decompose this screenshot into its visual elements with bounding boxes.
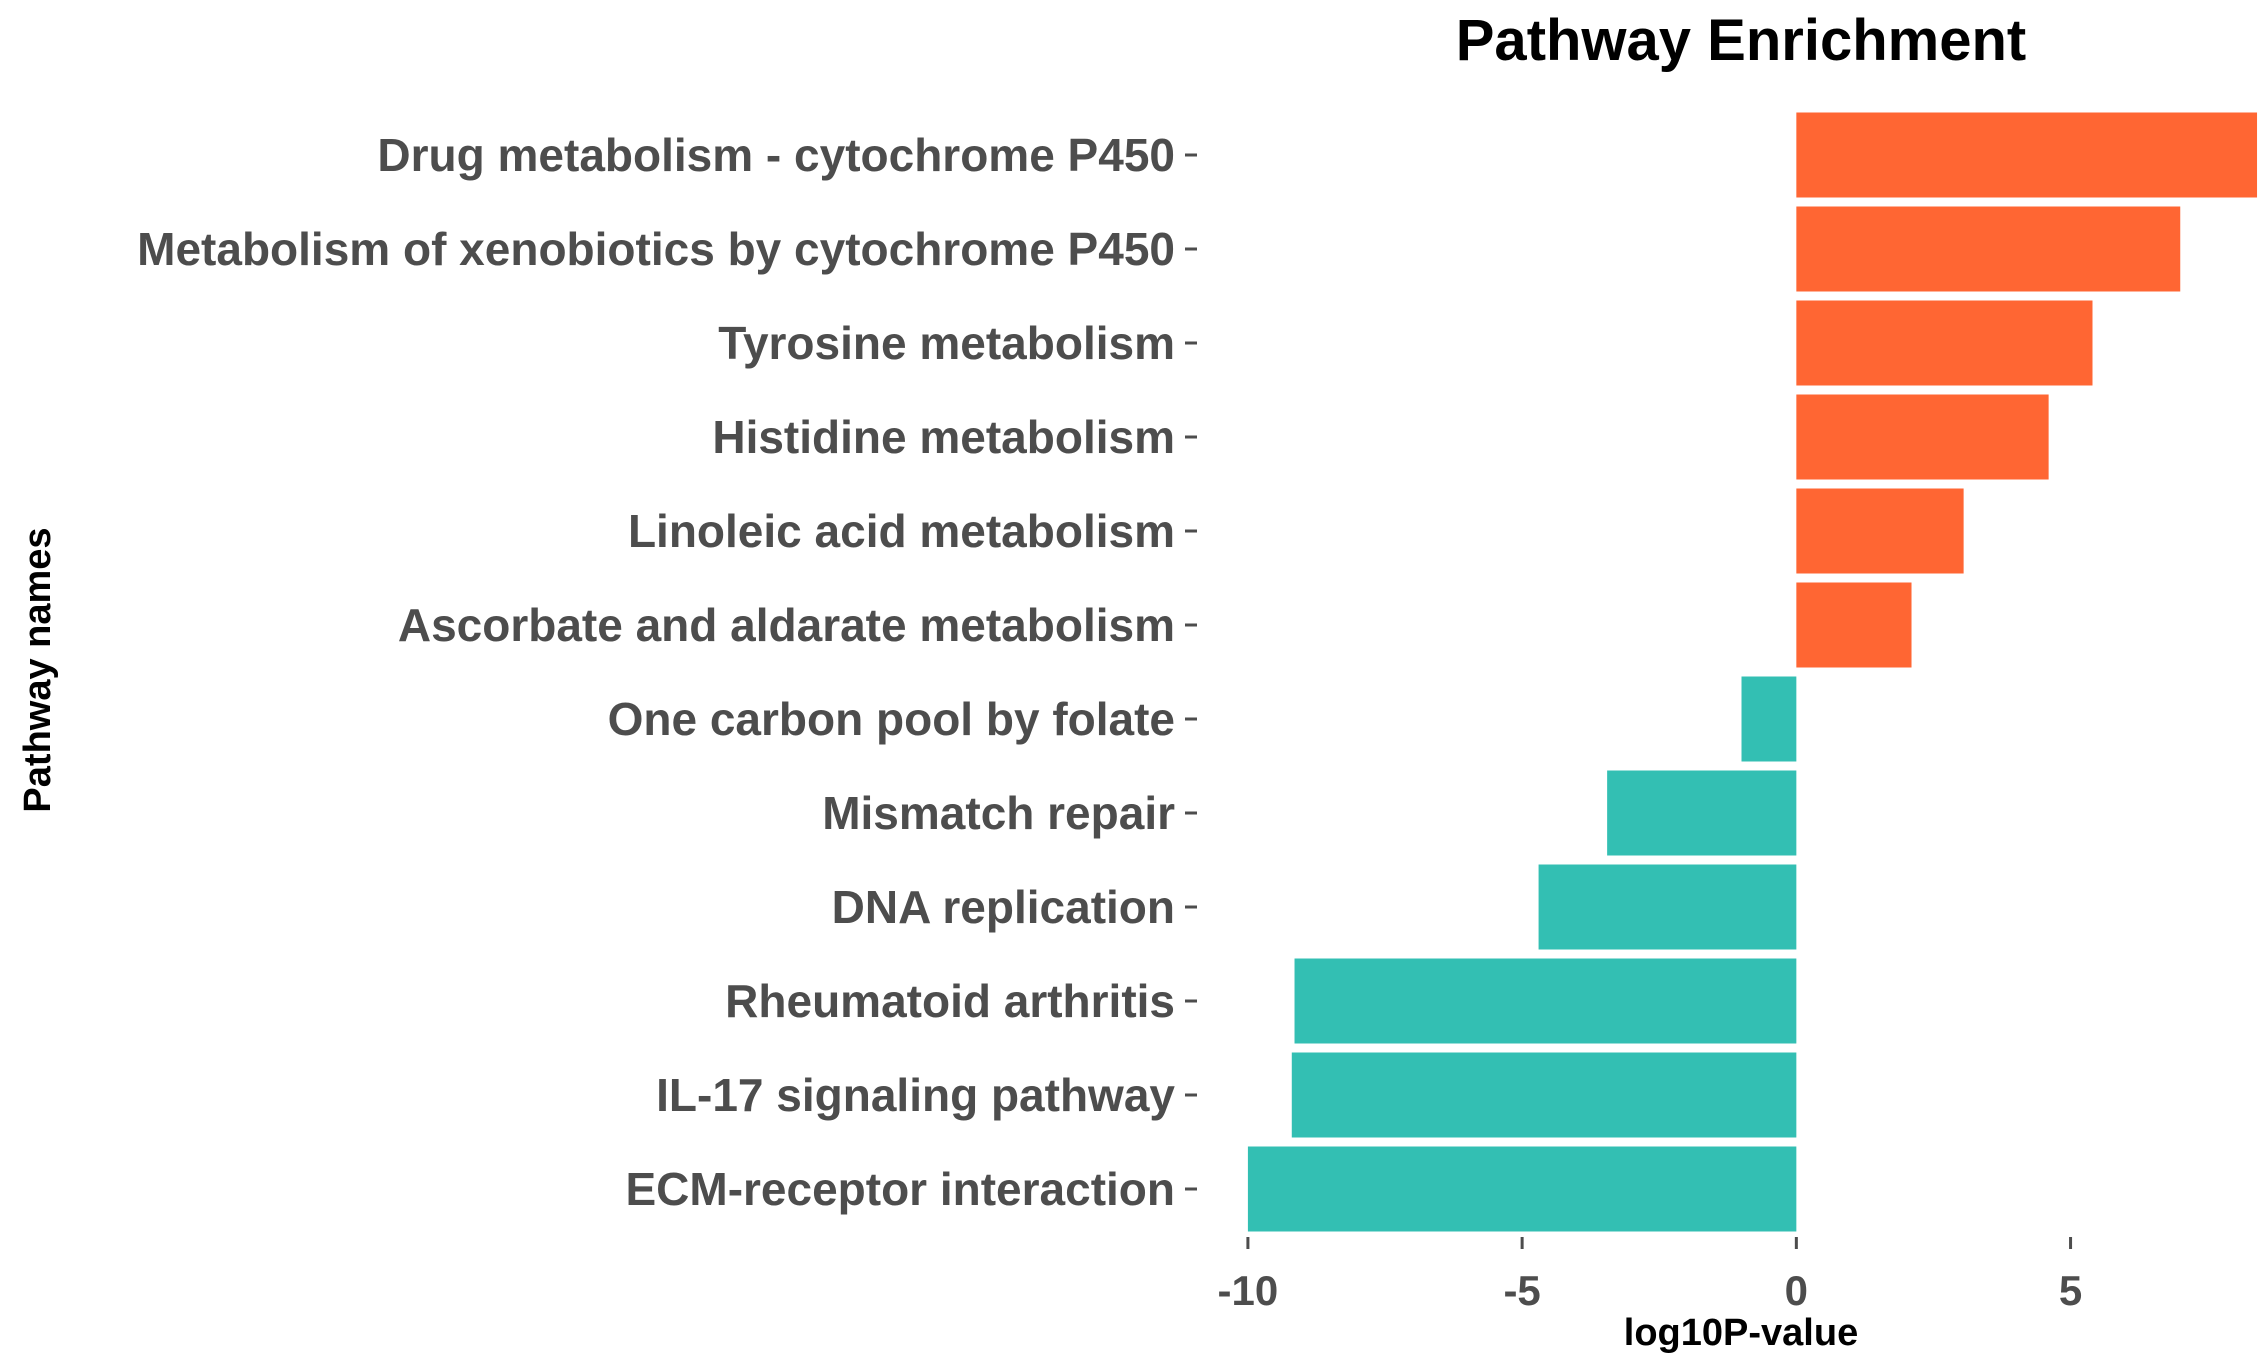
bars-layer xyxy=(1247,112,2258,1232)
bar-3 xyxy=(1796,300,2093,386)
category-label-3: Tyrosine metabolism xyxy=(718,317,1175,369)
category-labels: Drug metabolism - cytochrome P450 Metabol… xyxy=(137,129,1197,1215)
category-label-11: IL-17 signaling pathway xyxy=(656,1069,1175,1121)
category-label-2: Metabolism of xenobiotics by cytochrome … xyxy=(137,223,1175,275)
x-axis-title: log10P-value xyxy=(1624,1312,1858,1353)
category-label-7: One carbon pool by folate xyxy=(608,693,1175,745)
bar-1 xyxy=(1796,112,2258,198)
category-label-4: Histidine metabolism xyxy=(712,411,1175,463)
y-axis-title: Pathway names xyxy=(17,527,59,812)
category-label-6: Ascorbate and aldarate metabolism xyxy=(398,599,1175,651)
bar-4 xyxy=(1796,394,2049,480)
category-label-5: Linoleic acid metabolism xyxy=(628,505,1175,557)
bar-7 xyxy=(1741,676,1797,762)
bar-6 xyxy=(1796,582,1912,668)
bar-12 xyxy=(1247,1146,1797,1232)
category-label-10: Rheumatoid arthritis xyxy=(725,975,1175,1027)
x-tick-label-3: 0 xyxy=(1785,1267,1808,1314)
category-label-8: Mismatch repair xyxy=(822,787,1175,839)
x-tick-label-1: -10 xyxy=(1218,1267,1279,1314)
bar-10 xyxy=(1294,958,1797,1044)
x-tick-label-2: -5 xyxy=(1503,1267,1540,1314)
chart-title: Pathway Enrichment xyxy=(1456,8,2026,73)
bar-8 xyxy=(1607,770,1797,856)
bar-2 xyxy=(1796,206,2181,292)
bar-9 xyxy=(1538,864,1797,950)
x-tick-label-4: 5 xyxy=(2059,1267,2082,1314)
category-label-12: ECM-receptor interaction xyxy=(625,1163,1175,1215)
x-axis: -10 -5 0 5 xyxy=(1218,1237,2082,1314)
bar-11 xyxy=(1291,1052,1797,1138)
category-label-1: Drug metabolism - cytochrome P450 xyxy=(377,129,1175,181)
bar-5 xyxy=(1796,488,1964,574)
category-label-9: DNA replication xyxy=(832,881,1175,933)
